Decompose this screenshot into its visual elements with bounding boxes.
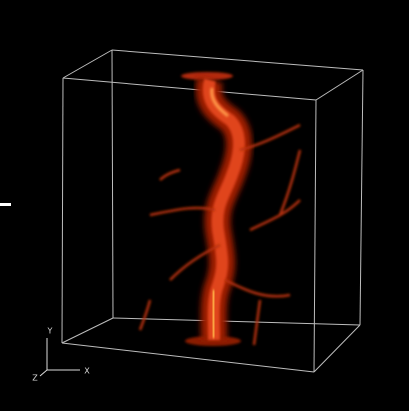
x-axis-label: X [84, 367, 90, 376]
z-axis-label: Z [32, 374, 38, 383]
page: Y Z X (() => { const data = JSON.parse(d… [0, 0, 409, 411]
vessel-cap [181, 72, 233, 80]
edge-marker [0, 203, 11, 206]
background [0, 0, 409, 411]
volume-view: Y Z X [0, 0, 409, 411]
y-axis-label: Y [47, 327, 53, 336]
vessel-highlight [213, 290, 214, 338]
